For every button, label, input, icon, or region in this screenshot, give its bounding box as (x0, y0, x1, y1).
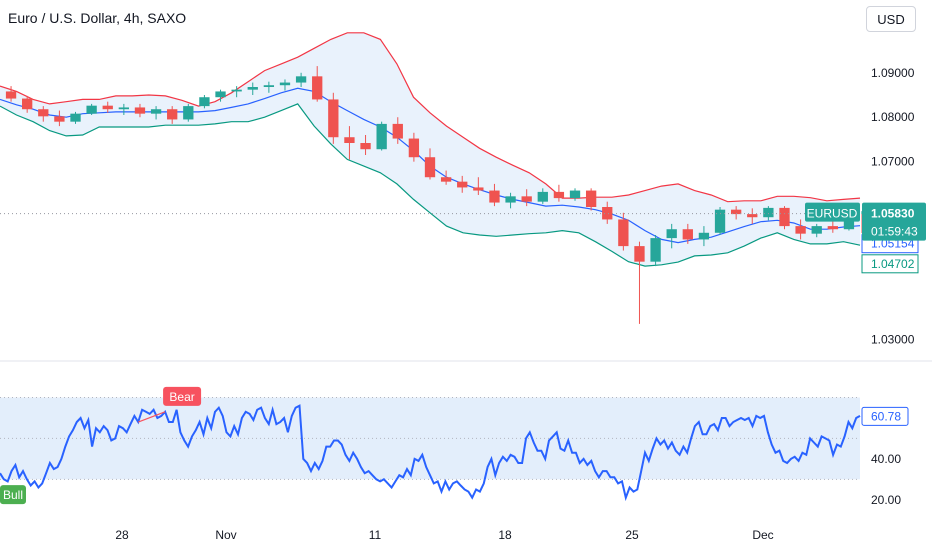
signal-bull-label: Bull (3, 488, 23, 502)
x-axis-tick: 11 (369, 528, 382, 542)
candle-body (86, 105, 97, 114)
candle-body (54, 116, 65, 122)
chart-title: Euro / U.S. Dollar, 4h, SAXO (8, 10, 187, 26)
candle-body (650, 238, 661, 262)
symbol-tag-label: EURUSD (807, 207, 858, 221)
candle-body (376, 123, 387, 150)
candle-body (666, 229, 677, 239)
candle-body (473, 187, 484, 191)
currency-button[interactable]: USD (866, 6, 916, 32)
candle-body (747, 214, 758, 218)
candle-body (569, 190, 581, 199)
last-price-value: 1.05830 (871, 207, 915, 221)
x-axis-tick: 18 (498, 528, 512, 542)
candle-body (38, 109, 49, 117)
candle-body (247, 87, 258, 90)
price-axis-label: 1.03000 (871, 332, 915, 346)
candle-body (505, 196, 516, 203)
price-pane (0, 32, 861, 324)
symbol-tag (805, 202, 860, 222)
x-axis-tick: 28 (115, 528, 129, 542)
candle-body (634, 246, 645, 262)
signal-bull: Bull (0, 485, 26, 505)
candle-body (328, 99, 339, 138)
rsi-last-value: 60.78 (871, 409, 901, 423)
rsi-last-value-box (861, 406, 909, 426)
rsi-pane: Bear Bull (0, 386, 861, 505)
candle-body (392, 123, 403, 139)
indicator-label-lower-box (861, 254, 919, 274)
last-price-countdown: 01:59:43 (871, 225, 918, 239)
x-axis-tick: 25 (625, 528, 639, 542)
rsi-axis-label: 40.00 (871, 452, 901, 466)
candle-body (118, 107, 130, 110)
candle-body (827, 226, 838, 230)
candle-body (763, 207, 774, 218)
rsi-line (0, 404, 861, 502)
candle-body (167, 109, 178, 120)
candle-body (134, 107, 146, 114)
candle-body (489, 190, 500, 203)
candle-body (231, 89, 242, 92)
candle-body (279, 82, 291, 86)
candle-body (312, 76, 323, 100)
candle-body (537, 191, 548, 202)
lower-band-line (0, 103, 861, 267)
candle-body (730, 209, 742, 215)
candle-body (779, 207, 790, 227)
candle-body (811, 226, 822, 234)
candle-body (183, 106, 194, 120)
candle-body (602, 207, 613, 220)
candle-body (70, 113, 81, 122)
candle-body (457, 181, 468, 188)
candle-body (5, 91, 17, 99)
candle-body (102, 105, 113, 110)
candle-body (150, 109, 162, 114)
signal-bear-bg (163, 386, 202, 406)
candle-body (714, 209, 726, 233)
signal-bear: Bear (138, 386, 202, 423)
candle-body (795, 226, 806, 234)
candle-body (295, 76, 307, 83)
candle-body (618, 219, 629, 247)
candle-body (440, 177, 452, 182)
x-axis-tick: Dec (752, 528, 773, 542)
signal-bear-label: Bear (169, 390, 194, 404)
candle-body (585, 190, 597, 207)
indicator-label-lower: 1.04702 (871, 257, 915, 271)
candle-body (698, 232, 710, 240)
candle-body (521, 196, 532, 202)
price-axis-label: 1.09000 (871, 66, 915, 80)
x-axis-tick: Nov (215, 528, 236, 542)
upper-band-line (0, 32, 861, 203)
candle-body (344, 137, 355, 143)
candle-body (553, 191, 565, 199)
candle-body (360, 143, 371, 150)
axes: 1.090001.080001.070001.030001.056731.056… (0, 66, 932, 542)
price-axis-label: 1.08000 (871, 110, 915, 124)
last-price-tag (862, 202, 926, 241)
rsi-axis-label: 20.00 (871, 493, 901, 507)
candle-body (22, 98, 33, 110)
candle-body (424, 157, 436, 178)
candle-body (682, 229, 693, 240)
price-axis-label: 1.07000 (871, 155, 915, 169)
candle-body (215, 91, 226, 98)
candle-body (408, 138, 420, 158)
candle-body (263, 85, 275, 87)
candle-body (199, 97, 210, 107)
bear-divergence-line (138, 411, 166, 423)
signal-bull-bg (0, 485, 26, 505)
